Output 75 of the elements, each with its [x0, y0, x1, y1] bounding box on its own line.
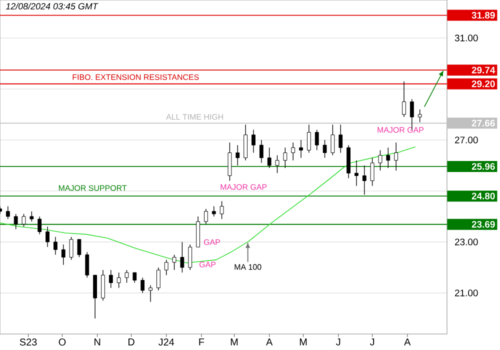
candlestick [46, 226, 50, 248]
candlestick [338, 124, 343, 154]
annotation: 12/08/2024 03:45 GMT [6, 2, 98, 10]
candlestick [6, 206, 10, 220]
candlestick [299, 140, 303, 158]
candlestick [85, 252, 90, 278]
x-tick-label: N [94, 338, 100, 346]
x-tick-label: S23 [20, 338, 37, 346]
candlestick [180, 242, 184, 273]
candlestick [116, 272, 121, 288]
x-tick-label: J24 [158, 338, 174, 346]
candlestick [228, 142, 232, 182]
candlestick [275, 154, 280, 174]
candlestick [69, 236, 74, 260]
candlestick [370, 157, 374, 186]
ref-line-label: 29.20 [472, 80, 495, 88]
candlestick [378, 150, 382, 171]
candlestick [77, 239, 82, 258]
candlestick [140, 277, 145, 294]
ref-line-label: 31.89 [472, 12, 495, 19]
x-tick-label: D [128, 338, 134, 346]
x-tick-label: M [230, 338, 238, 346]
candlestick [188, 244, 192, 270]
candlestick [30, 211, 34, 222]
y-tick-label: 27.00 [454, 136, 478, 144]
candlestick [164, 259, 168, 276]
candlestick [172, 254, 176, 270]
x-tick-label: O [58, 338, 66, 346]
x-tick-label: J [336, 338, 340, 346]
candlestick [204, 208, 208, 224]
candlestick [259, 140, 264, 164]
candlestick [354, 160, 358, 186]
candlestick [54, 236, 58, 256]
candlestick [418, 109, 422, 122]
candlestick [267, 147, 272, 168]
candlestick [236, 144, 240, 166]
ref-line-label: 24.80 [472, 192, 495, 200]
candlestick [61, 244, 66, 266]
ref-line-label: 29.74 [472, 66, 496, 74]
candlestick [402, 80, 406, 118]
y-tick-label: 21.00 [454, 290, 478, 296]
ref-line-label: 23.69 [472, 221, 495, 228]
candlestick [330, 124, 335, 156]
candlestick [124, 270, 129, 284]
candlestick [132, 272, 137, 284]
x-tick-label: A [266, 338, 273, 346]
y-tick-label: 23.00 [454, 238, 478, 246]
candlestick [291, 142, 296, 161]
candlestick [220, 200, 224, 220]
candlestick [306, 124, 311, 154]
line-series [0, 146, 416, 264]
candlestick [394, 142, 398, 171]
x-tick-label: J [370, 338, 374, 346]
x-tick-label: A [404, 338, 411, 346]
candlestick [148, 284, 152, 302]
x-tick-label: F [199, 338, 204, 346]
candlestick [252, 129, 256, 154]
candlestick [386, 147, 390, 168]
candlestick [314, 129, 319, 151]
candlestick [93, 274, 98, 319]
candlestick [101, 270, 105, 301]
candlestick [244, 124, 248, 161]
candlestick [212, 206, 216, 217]
ref-line-label: 27.66 [472, 120, 495, 126]
y-tick-label: 31.00 [454, 34, 478, 42]
candlestick [38, 216, 42, 235]
x-tick-label: M [300, 338, 307, 346]
candlestick [22, 214, 26, 228]
candlestick [14, 214, 18, 230]
ref-line-label: 25.96 [472, 163, 495, 170]
candlestick [156, 267, 160, 291]
candlestick [108, 270, 113, 288]
candlestick [362, 165, 366, 196]
candlestick [322, 140, 327, 158]
candlestick [283, 147, 288, 168]
